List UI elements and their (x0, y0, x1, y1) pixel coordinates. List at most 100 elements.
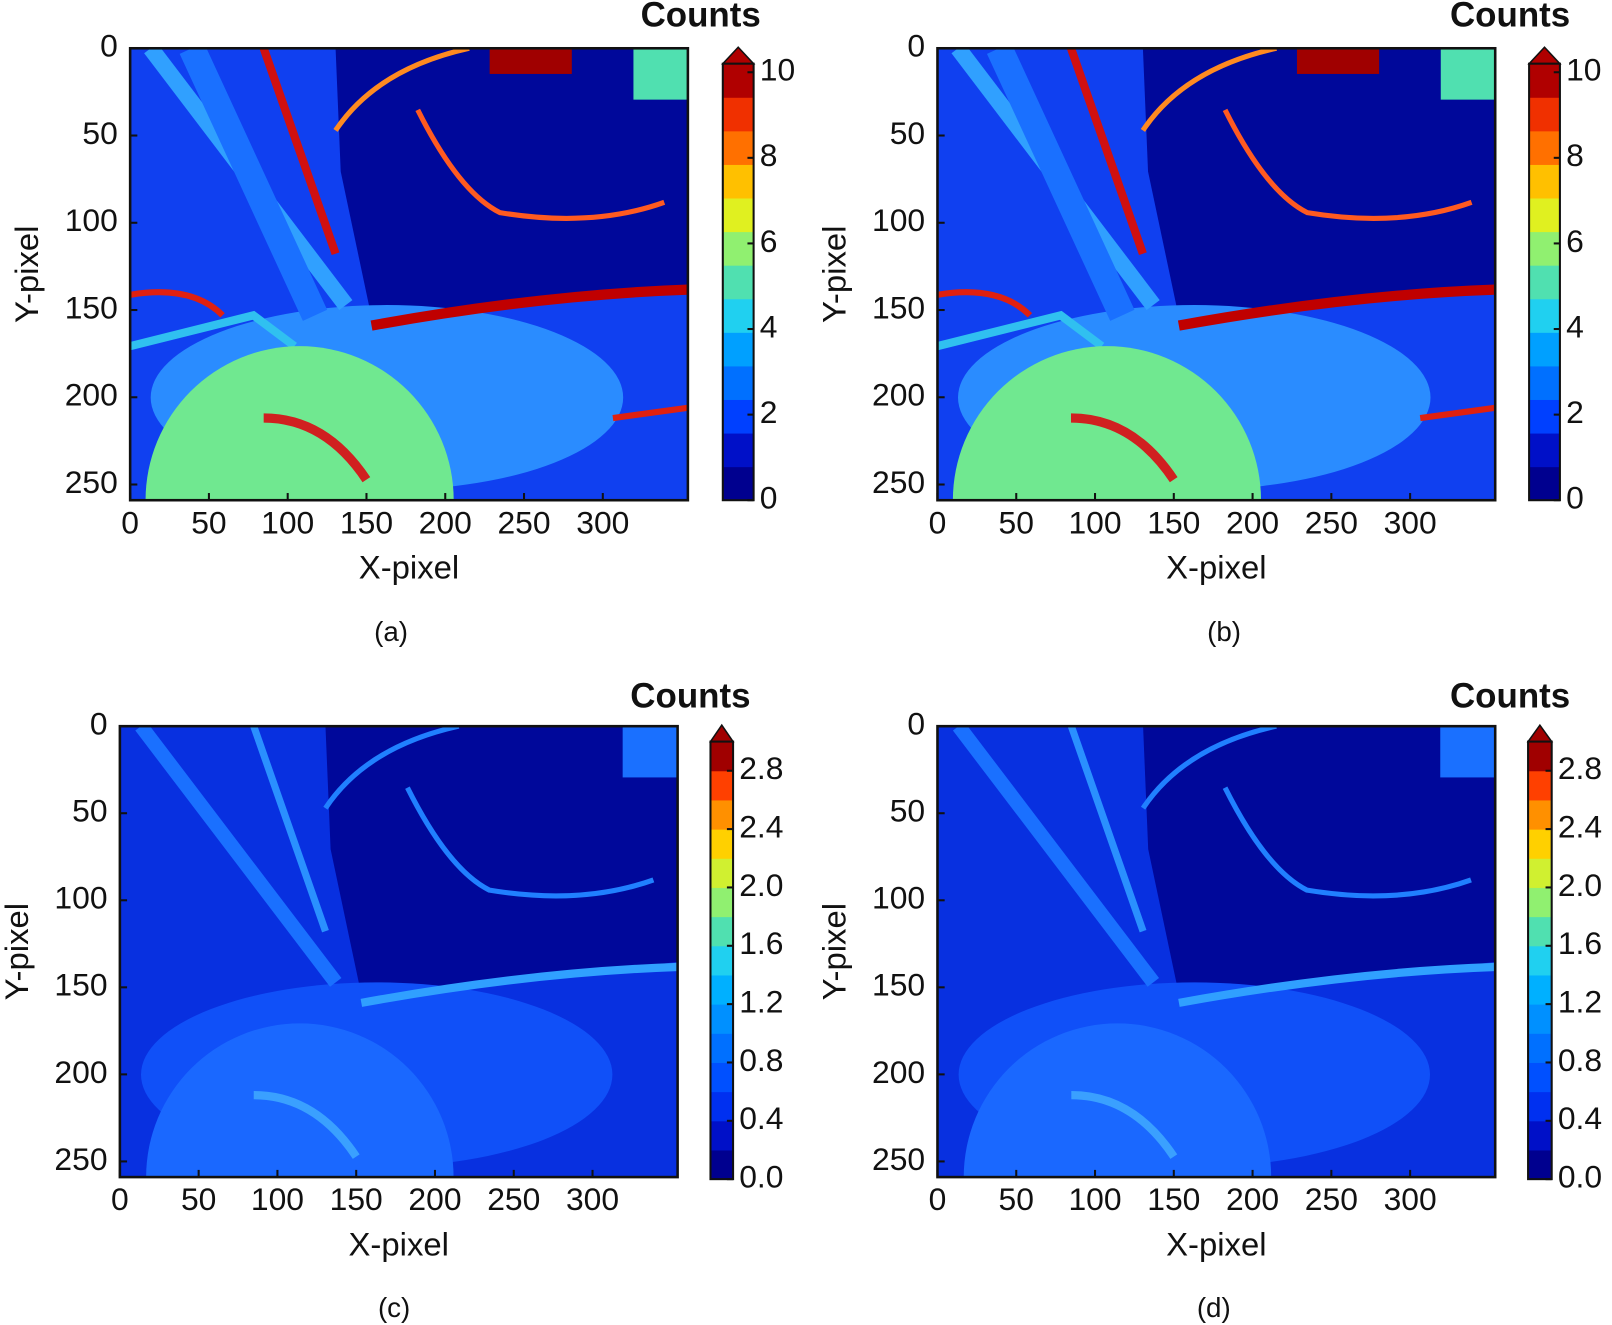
plot-frame (936, 46, 1497, 502)
colorbar-band (1529, 466, 1560, 501)
y-axis-label: Y-pixel (8, 226, 45, 323)
x-tick-label: 0 (929, 504, 947, 540)
colorbar-tick-label: 1.2 (739, 984, 783, 1020)
x-tick-label: 200 (1226, 1181, 1279, 1217)
x-tick-label: 0 (929, 1181, 947, 1217)
colorbar-title: Counts (630, 677, 750, 716)
colorbar-extend (709, 723, 735, 743)
x-tick-label: 250 (497, 504, 550, 540)
y-tick-label: 100 (65, 202, 118, 238)
panel: 0 50 100 150 200 250 300050100150200250X-pixel… (816, 677, 1603, 1323)
colorbar-band (710, 945, 734, 976)
colorbar-band (710, 770, 734, 801)
x-tick-label: 200 (408, 1181, 461, 1217)
y-tick-label: 250 (872, 464, 925, 500)
colorbar-band (710, 1149, 734, 1180)
x-tick-label: 150 (340, 504, 393, 540)
y-tick-label: 150 (872, 967, 925, 1003)
colorbar-extend (721, 46, 756, 65)
x-tick-label: 0 (121, 504, 139, 540)
y-tick-label: 200 (54, 1054, 107, 1090)
y-tick-label: 200 (65, 377, 118, 413)
colorbar-tick-label: 2.8 (1558, 750, 1602, 786)
colorbar-tick-label: 6 (1566, 223, 1584, 259)
x-tick-label: 100 (261, 504, 314, 540)
y-tick-label: 150 (54, 967, 107, 1003)
colorbar-frame (1528, 62, 1561, 502)
colorbar-band (1528, 974, 1552, 1005)
colorbar-frame (709, 740, 735, 1181)
colorbar-band (722, 433, 754, 468)
colorbar-band (1528, 887, 1552, 918)
y-tick-label: 50 (82, 115, 117, 151)
colorbar-band (722, 399, 754, 434)
caption: (a) (374, 616, 408, 647)
y-tick-label: 100 (872, 202, 925, 238)
colorbar-tick-label: 1.6 (739, 925, 783, 961)
x-tick-label: 50 (181, 1181, 216, 1217)
colorbar-tick-label: 2 (1566, 394, 1584, 430)
colorbar-tick-label: 0.8 (739, 1042, 783, 1078)
y-tick-label: 150 (872, 289, 925, 325)
colorbar-band (1528, 1149, 1552, 1180)
colorbar-frame (1527, 740, 1553, 1181)
colorbar-band (710, 1004, 734, 1034)
colorbar-tick-label: 8 (1566, 137, 1584, 173)
y-tick-label: 150 (65, 289, 118, 325)
caption: (d) (1197, 1292, 1231, 1323)
x-tick-label: 150 (1147, 504, 1200, 540)
colorbar-band (722, 365, 754, 400)
colorbar-band (722, 231, 754, 266)
colorbar-band (1529, 197, 1560, 233)
colorbar-band (1529, 433, 1560, 468)
y-tick-label: 250 (65, 464, 118, 500)
colorbar-band (1528, 858, 1552, 888)
y-tick-label: 50 (890, 793, 925, 829)
colorbar-band (710, 887, 734, 918)
colorbar-tick-label: 0.4 (1558, 1100, 1602, 1136)
colorbar-band (722, 466, 754, 501)
x-tick-label: 50 (999, 1181, 1034, 1217)
colorbar-band (710, 829, 734, 859)
colorbar-band (1529, 265, 1560, 300)
colorbar-tick-label: 0 (760, 480, 778, 516)
colorbar-tick-label: 4 (1566, 308, 1584, 344)
plot-frame (128, 46, 690, 502)
panel: 0 50 100 150 200 250 300050100150200250X-pixel… (816, 0, 1602, 647)
colorbar-band (1528, 945, 1552, 976)
colorbar-tick-label: 0 (1566, 480, 1584, 516)
colorbar-tick-label: 2.4 (1558, 809, 1602, 845)
colorbar-band (722, 97, 754, 132)
plot-frame (118, 724, 679, 1179)
x-tick-label: 250 (1305, 504, 1358, 540)
colorbar-band (1528, 770, 1552, 801)
colorbar-band (1529, 365, 1560, 400)
x-tick-label: 300 (1384, 1181, 1437, 1217)
colorbar-band (1529, 164, 1560, 199)
colorbar-tick-label: 0.4 (739, 1100, 783, 1136)
x-tick-label: 0 (111, 1181, 129, 1217)
colorbar-frame (721, 62, 755, 502)
x-tick-label: 300 (566, 1181, 619, 1217)
colorbar-band (1528, 741, 1552, 772)
x-tick-label: 150 (330, 1181, 383, 1217)
x-tick-label: 100 (1068, 504, 1121, 540)
plot-frame (936, 724, 1497, 1179)
caption: (c) (378, 1292, 410, 1323)
colorbar-tick-label: 0.8 (1558, 1042, 1602, 1078)
colorbar-band (1528, 829, 1552, 859)
y-axis-label: Y-pixel (816, 226, 853, 323)
x-tick-label: 150 (1147, 1181, 1200, 1217)
colorbar-band (722, 332, 754, 367)
y-tick-label: 250 (54, 1141, 107, 1177)
colorbar-band (710, 799, 734, 830)
x-axis-label: X-pixel (1166, 1226, 1266, 1263)
colorbar-tick-label: 10 (1566, 52, 1601, 88)
y-tick-label: 0 (100, 28, 118, 64)
colorbar-band (1529, 399, 1560, 434)
y-axis-label: Y-pixel (816, 903, 853, 1000)
colorbar-title: Counts (1450, 677, 1570, 716)
x-tick-label: 100 (251, 1181, 304, 1217)
